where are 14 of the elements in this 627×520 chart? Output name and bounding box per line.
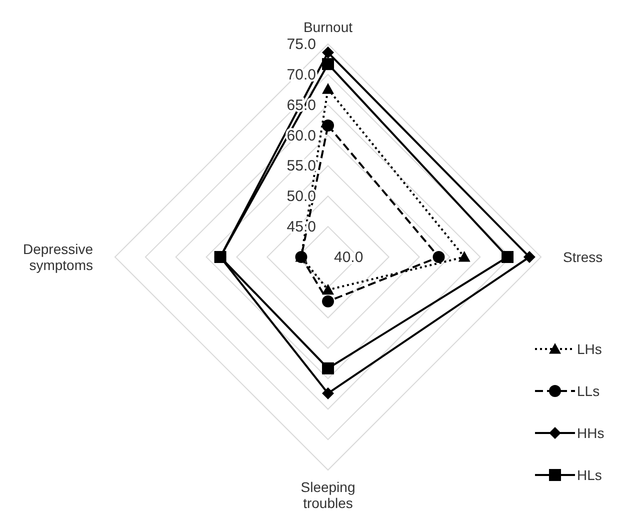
spoke-label: Burnout — [303, 19, 353, 35]
legend-label: LHs — [577, 341, 602, 357]
y-tick-label: 50.0 — [286, 188, 316, 206]
y-tick-label: 70.0 — [286, 66, 316, 84]
legend-label: HLs — [577, 467, 602, 483]
y-tick-label: 60.0 — [286, 127, 316, 144]
legend-label: LLs — [577, 383, 600, 399]
y-tick-label: 75.0 — [286, 36, 316, 53]
y-tick-label: 40.0 — [334, 249, 364, 266]
legend-label: HHs — [577, 425, 604, 441]
y-tick-label: 55.0 — [286, 158, 316, 175]
spoke-label: Depressive symptoms — [22, 241, 94, 273]
spoke-label: Stress — [563, 249, 603, 265]
spoke-label: Sleeping troubles — [300, 479, 356, 511]
